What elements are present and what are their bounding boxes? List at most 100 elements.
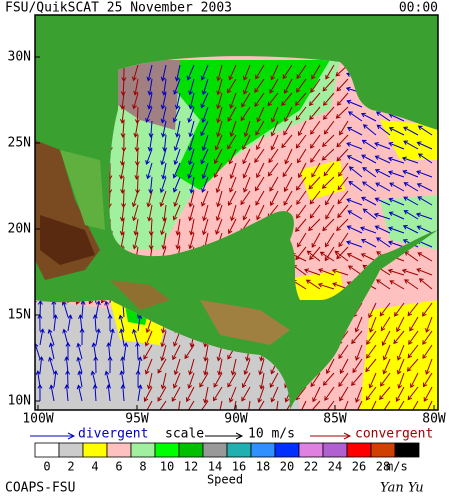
wind-arrow <box>296 78 307 93</box>
wind-arrow <box>200 92 209 109</box>
wind-arrow <box>310 78 321 94</box>
wind-arrow <box>227 106 237 122</box>
wind-arrow <box>336 78 349 92</box>
wind-arrow <box>173 190 181 207</box>
wind-arrow <box>309 190 321 205</box>
wind-arrow <box>104 300 111 318</box>
wind-arrow <box>422 302 433 317</box>
colorbar-swatch <box>82 442 108 458</box>
wind-arrow <box>37 384 43 402</box>
wind-arrow <box>303 268 321 276</box>
wind-arrow <box>188 148 195 166</box>
wind-arrow <box>270 120 279 137</box>
wind-arrow <box>306 250 321 262</box>
colorbar-label: 14 <box>208 460 222 474</box>
wind-arrow <box>273 400 279 410</box>
wind-arrow <box>351 330 363 345</box>
colorbar-title: Speed <box>207 473 243 487</box>
wind-arrow <box>365 386 377 401</box>
wind-arrow <box>396 316 405 333</box>
wind-arrow <box>148 176 154 194</box>
wind-arrow <box>188 78 195 96</box>
wind-arrow <box>216 78 223 96</box>
wind-arrow <box>241 92 251 108</box>
wind-arrow <box>133 120 139 138</box>
wind-arrow <box>185 400 195 410</box>
wind-arrow <box>388 226 405 234</box>
topography <box>60 150 105 230</box>
wind-arrow <box>346 225 363 234</box>
wind-arrow <box>362 208 377 220</box>
wind-arrow <box>283 120 293 136</box>
colorbar-swatch <box>250 442 276 458</box>
wind-arrow <box>311 162 321 178</box>
wind-arrow <box>425 358 433 375</box>
wind-arrow <box>368 372 377 389</box>
wind-arrow <box>134 162 140 180</box>
wind-arrow <box>422 330 433 345</box>
wind-arrow <box>321 148 335 161</box>
wind-arrow <box>347 210 363 220</box>
wind-arrow <box>336 134 349 148</box>
wind-arrow <box>267 92 279 107</box>
wind-arrow <box>240 106 251 122</box>
wind-arrow <box>160 372 167 390</box>
wind-arrow <box>65 370 71 388</box>
wind-arrow <box>310 120 321 135</box>
wind-arrow <box>255 400 265 410</box>
wind-arrow <box>309 92 321 106</box>
wind-arrow <box>109 328 115 346</box>
wind-arrow <box>95 328 101 346</box>
wind-arrow <box>160 120 167 138</box>
wind-arrow <box>92 384 98 402</box>
wind-arrow <box>308 218 321 232</box>
colorbar-swatch <box>226 442 252 458</box>
wind-arrow <box>92 314 98 332</box>
wind-arrow <box>354 400 363 410</box>
wind-arrow <box>187 162 195 179</box>
colorbar-swatch <box>298 442 324 458</box>
wind-arrow <box>336 92 349 106</box>
wind-arrow <box>409 316 419 332</box>
wind-arrow <box>147 78 153 96</box>
wind-arrow <box>338 162 349 177</box>
wind-arrow <box>312 386 321 403</box>
wind-arrow <box>404 279 419 290</box>
wind-arrow <box>409 400 419 410</box>
wind-arrow <box>242 134 251 151</box>
wind-arrow <box>337 204 349 219</box>
wind-arrow <box>120 356 126 374</box>
wind-arrow <box>281 134 293 149</box>
wind-arrow <box>203 358 209 376</box>
colorbar-label: 6 <box>115 460 122 474</box>
wind-arrow <box>120 120 126 138</box>
wind-arrow <box>202 204 209 222</box>
wind-arrow <box>107 356 113 374</box>
wind-arrow <box>254 78 265 93</box>
wind-arrow <box>346 240 363 248</box>
wind-arrow <box>172 372 181 389</box>
wind-arrow <box>148 120 154 138</box>
wind-arrow <box>216 190 223 208</box>
wind-arrow <box>161 204 167 222</box>
wind-arrow <box>323 120 335 135</box>
wind-arrow <box>368 302 377 319</box>
wind-arrow <box>255 120 265 136</box>
colorbar-label: 0 <box>43 460 50 474</box>
wind-arrow <box>395 386 405 402</box>
wind-arrow <box>407 386 419 401</box>
lat-labels: 30N 25N 20N 15N 10N <box>8 50 40 409</box>
lat-label: 15N <box>8 308 31 323</box>
wind-arrow <box>231 400 237 410</box>
wind-arrow <box>417 153 433 164</box>
wind-arrow <box>145 106 153 123</box>
wind-arrow <box>268 148 279 164</box>
colorbar-label: 10 <box>160 460 174 474</box>
wind-arrow <box>254 92 265 108</box>
wind-arrow <box>360 112 377 122</box>
wind-arrow <box>360 226 377 234</box>
wind-arrow <box>417 125 433 136</box>
wind-arrow <box>148 232 154 250</box>
wind-arrow <box>146 372 153 390</box>
wind-arrow <box>374 155 391 164</box>
